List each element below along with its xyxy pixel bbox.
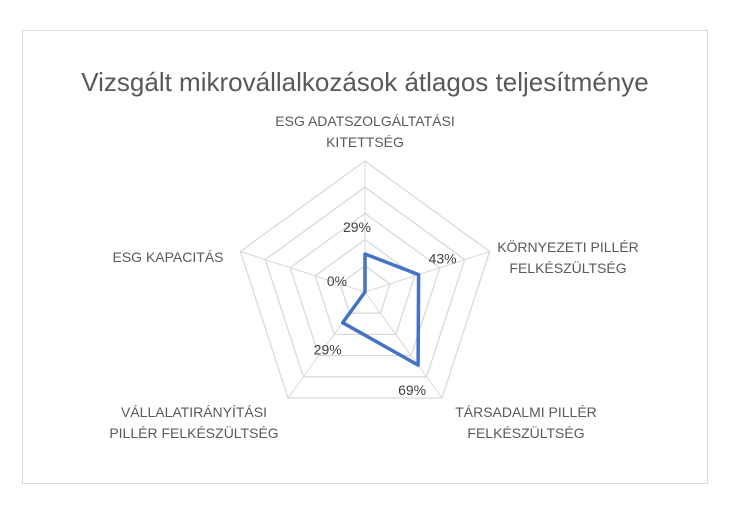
grid-ring-3 (289, 212, 441, 357)
radar-series (340, 252, 421, 367)
grid-ring-4 (264, 186, 466, 378)
data-point-4 (341, 321, 345, 325)
data-label-4: 29% (314, 342, 342, 358)
axis-label-4: VÁLLALATIRÁNYÍTÁSI PILLÉR FELKÉSZÜLTSÉG (109, 404, 278, 441)
data-labels: 29% 43% 69% 29% 0% (314, 219, 457, 398)
axis-label-2: KÖRNYEZETI PILLÉR FELKÉSZÜLTSÉG (497, 238, 639, 276)
chart-title: Vizsgált mikrovállalkozások átlagos telj… (81, 67, 648, 97)
axis-labels: ESG ADATSZOLGÁLTATÁSI KITETTSÉG KÖRNYEZETI… (109, 113, 638, 441)
data-label-2: 43% (429, 251, 457, 267)
axis-label-5: ESG KAPACITÁS (113, 249, 224, 265)
data-label-1: 29% (343, 219, 371, 235)
spoke-5 (240, 251, 366, 293)
series-line-1 (340, 252, 421, 367)
data-label-5: 0% (327, 273, 347, 289)
data-label-3: 69% (398, 382, 426, 398)
spoke-2 (364, 251, 490, 293)
spoke-3 (364, 291, 443, 399)
axis-label-1: ESG ADATSZOLGÁLTATÁSI KITETTSÉG (275, 113, 454, 150)
data-point-1 (363, 252, 367, 256)
data-point-2 (417, 273, 421, 277)
grid-ring-1 (339, 264, 391, 314)
grid-ring-5 (239, 160, 491, 399)
axis-label-3: TÁRSADALMI PILLÉR FELKÉSZÜLTSÉG (455, 404, 597, 441)
data-point-5 (363, 290, 367, 294)
data-point-3 (416, 363, 420, 367)
